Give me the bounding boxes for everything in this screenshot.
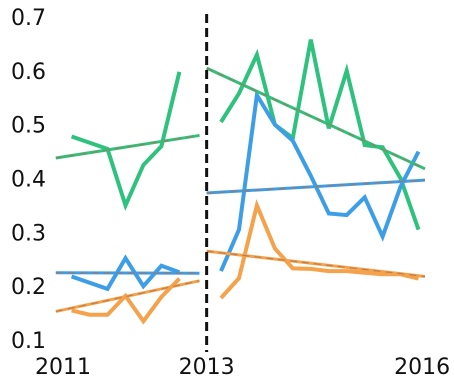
- trend-line-3: [55, 271, 200, 275]
- x-axis-tick-labels: 2011 2013 2016: [35, 355, 450, 380]
- x-tick-label: 2013: [179, 355, 235, 380]
- series-line-5: [71, 277, 181, 325]
- y-tick-label: 0.7: [11, 6, 46, 31]
- trend-line-dash-4: [206, 179, 426, 194]
- y-tick-label: 0.4: [11, 168, 46, 193]
- series-line-6: [219, 199, 419, 300]
- y-tick-label: 0.1: [11, 329, 46, 354]
- series-line-4: [219, 89, 421, 272]
- trend-line-dash-5: [55, 280, 200, 313]
- y-tick-label: 0.6: [11, 60, 46, 85]
- trend-layer: [55, 66, 426, 313]
- y-tick-label: 0.5: [11, 114, 46, 139]
- trend-line-dash-2: [206, 67, 426, 170]
- trend-line-dash-1: [55, 134, 200, 159]
- trend-line-dash-6: [206, 250, 426, 278]
- y-axis-tick-labels: 0.1 0.2 0.3 0.4 0.5 0.6 0.7: [11, 6, 46, 354]
- y-tick-label: 0.3: [11, 221, 46, 246]
- series-line-1: [70, 71, 182, 212]
- x-tick-label: 2011: [35, 355, 91, 380]
- series-line-2: [219, 39, 421, 231]
- y-tick-label: 0.2: [11, 275, 46, 300]
- series-layer: [70, 39, 421, 325]
- x-tick-label: 2016: [394, 355, 450, 380]
